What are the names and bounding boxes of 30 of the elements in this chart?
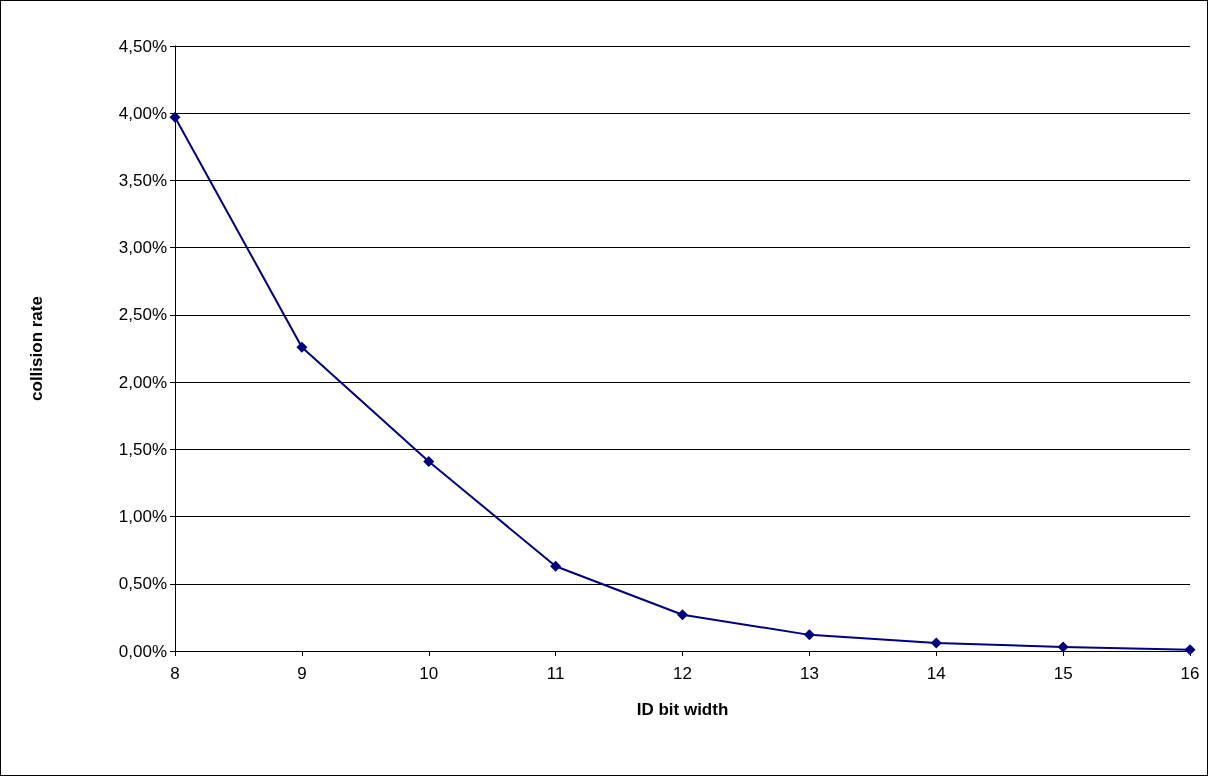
- y-tick-label: 2,00%: [118, 372, 167, 392]
- x-tick-label: 9: [297, 664, 307, 683]
- point: [930, 637, 942, 649]
- point: [1057, 641, 1069, 653]
- y-tick-label: 1,00%: [118, 507, 167, 527]
- point: [423, 455, 435, 467]
- y-tick-label: 2,50%: [118, 305, 167, 325]
- y-tick-label: 0,50%: [118, 574, 167, 594]
- x-axis-title: ID bit width: [636, 700, 729, 719]
- y-tick-label: 3,00%: [118, 238, 167, 258]
- x-tick-label: 11: [546, 664, 565, 683]
- x-tick-label: 15: [1053, 664, 1073, 683]
- x-tick-label: 14: [926, 664, 946, 683]
- x-tick-label: 12: [673, 664, 692, 683]
- point: [803, 629, 815, 641]
- point: [677, 609, 688, 621]
- y-tick-label: 1,50%: [118, 439, 167, 459]
- x-tick-label: 16: [1180, 664, 1200, 683]
- x-tick-label: 8: [170, 664, 180, 683]
- x-tick-label: 10: [419, 664, 439, 683]
- point: [1184, 644, 1196, 656]
- point: [550, 560, 562, 572]
- y-tick-label: 4,50%: [118, 36, 167, 56]
- point: [296, 341, 308, 353]
- y-tick-label: 4,00%: [118, 103, 167, 123]
- y-axis-title: collision rate: [27, 296, 46, 401]
- y-tick-label: 3,50%: [118, 170, 167, 190]
- point: [169, 111, 181, 123]
- x-tick-label: 13: [799, 664, 819, 683]
- y-tick-label: 0,00%: [118, 641, 167, 661]
